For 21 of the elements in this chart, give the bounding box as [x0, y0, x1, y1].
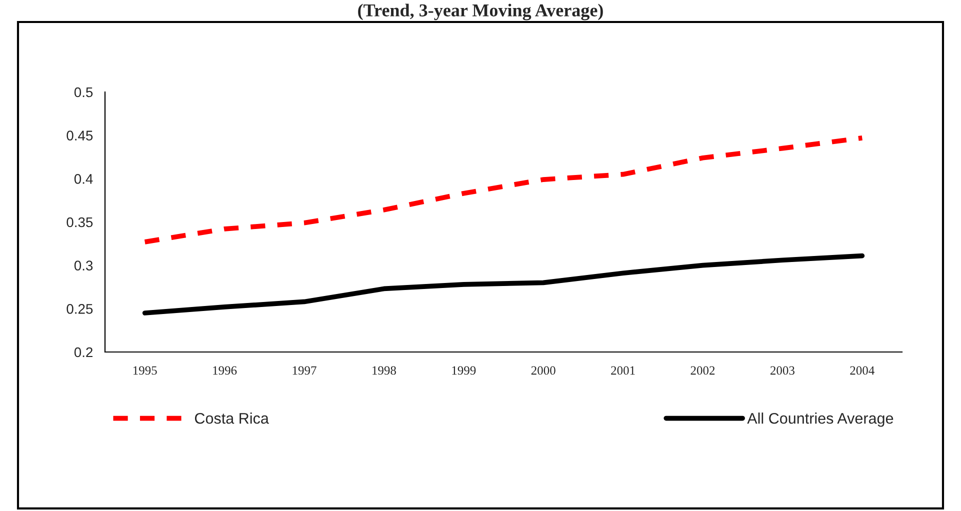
y-tick-label: 0.25 [66, 304, 93, 314]
x-tick-label: 2004 [850, 366, 874, 375]
x-tick-label: 2001 [611, 366, 635, 375]
legend-label: Costa Rica [194, 412, 269, 424]
x-tick-label: 1995 [133, 366, 157, 375]
y-tick-label: 0.3 [74, 260, 93, 271]
x-tick-label: 2003 [770, 366, 794, 375]
x-tick-label: 1999 [452, 366, 476, 375]
x-tick-label: 2002 [690, 366, 715, 375]
chart-title: (Trend, 3-year Moving Average) [358, 4, 603, 20]
y-tick-label: 0.45 [66, 130, 93, 141]
line-series [142, 253, 865, 316]
y-tick-label: 0.35 [66, 217, 93, 228]
y-tick-label: 0.2 [74, 347, 92, 358]
x-tick-label: 2000 [531, 366, 556, 375]
x-tick-label: 1998 [372, 366, 396, 375]
legend-label: All Countries Average [747, 412, 894, 427]
y-tick-label: 0.4 [74, 174, 93, 184]
y-tick-label: 0.5 [74, 87, 93, 98]
x-tick-label: 1996 [213, 366, 237, 375]
x-tick-label: 1997 [292, 366, 316, 375]
